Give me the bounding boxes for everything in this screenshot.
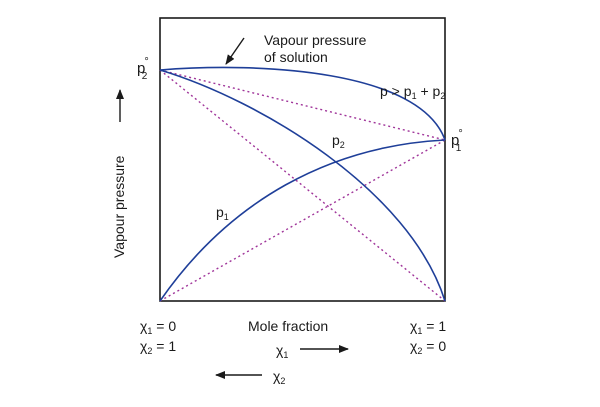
ideal-line-p2-to-right: [159, 69, 446, 302]
ideal-line-p2-to-p1: [159, 69, 446, 141]
curve-label-line2: of solution: [264, 49, 328, 65]
p1-zero-label: p° 1: [451, 128, 463, 154]
inequality-label: p > p1 + p2: [380, 83, 445, 101]
right-x2-value: χ2 = 0: [410, 338, 446, 356]
p1-curve: [159, 139, 446, 302]
x2-direction-label: χ2: [273, 368, 285, 386]
total-pressure-curve: [159, 66, 446, 141]
right-x1-value: χ1 = 1: [410, 318, 446, 336]
pointer-arrow: [225, 37, 245, 65]
ideal-line-origin-to-p1: [159, 139, 446, 302]
p2-curve-label: p2: [332, 132, 345, 150]
left-x2-value: χ2 = 1: [140, 338, 176, 356]
p2-curve: [159, 69, 446, 302]
x-axis-label: Mole fraction: [248, 318, 328, 334]
plot-frame: [159, 17, 446, 302]
left-x1-value: χ1 = 0: [140, 318, 176, 336]
p2-zero-label: p° 2: [137, 56, 149, 82]
y-axis-label: Vapour pressure: [111, 155, 127, 258]
curve-label-line1: Vapour pressure: [264, 32, 367, 48]
p1-curve-label: p1: [216, 204, 229, 222]
x1-direction-label: χ1: [276, 342, 288, 360]
